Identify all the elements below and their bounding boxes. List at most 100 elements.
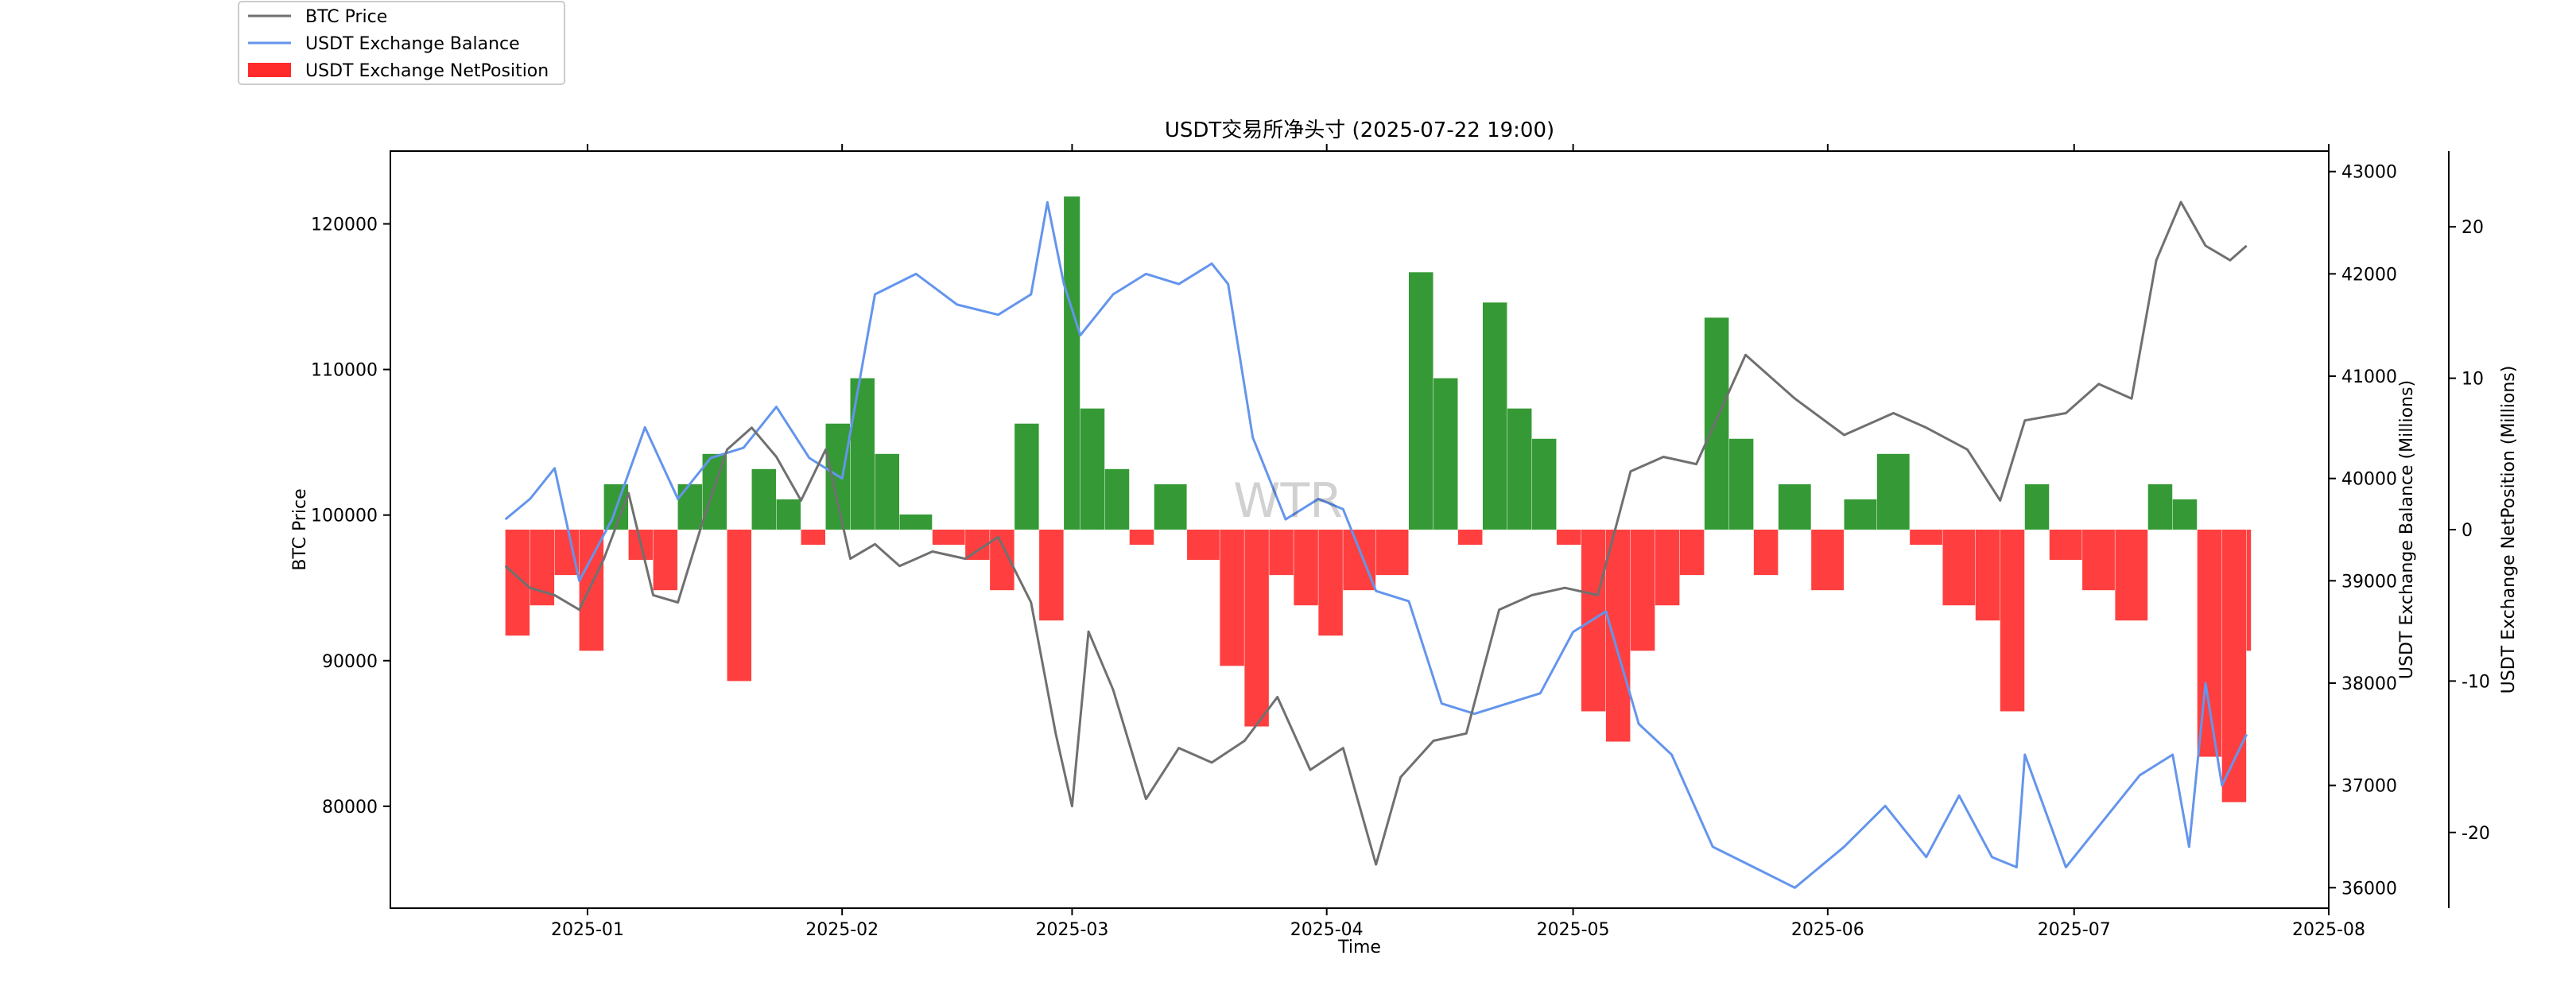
netposition-bar — [1728, 438, 1754, 530]
y-right1-tick-label: 37000 — [2341, 777, 2397, 797]
netposition-bar — [875, 453, 899, 530]
y-left-tick-label: 100000 — [311, 507, 378, 526]
y-right2-tick-label: -10 — [2462, 672, 2490, 692]
netposition-bar — [1154, 484, 1187, 530]
netposition-bar — [1014, 423, 1039, 530]
y-right1-tick-label: 39000 — [2341, 572, 2397, 592]
usdt-balance-line — [504, 200, 2248, 889]
x-tick-label: 2025-07 — [2038, 920, 2111, 940]
netposition-bar — [1343, 530, 1376, 591]
netposition-bar — [2082, 530, 2115, 591]
netposition-bar — [1942, 530, 1976, 606]
netposition-bar — [1457, 530, 1483, 546]
netposition-bar — [1704, 317, 1729, 530]
netposition-bar — [2000, 530, 2025, 712]
netposition-bar — [1605, 530, 1631, 742]
netposition-bar — [727, 530, 752, 682]
netposition-bar — [1975, 530, 2000, 621]
legend-entry-label: USDT Exchange NetPosition — [305, 61, 549, 81]
y-right1-tick-label: 36000 — [2341, 879, 2397, 899]
legend-box — [238, 1, 565, 85]
axes — [383, 144, 2456, 915]
netposition-bar — [1244, 530, 1269, 727]
x-tick-label: 2025-05 — [1537, 920, 1610, 940]
y-left-tick-label: 120000 — [311, 216, 378, 235]
netposition-bar — [1064, 196, 1080, 530]
netposition-bar — [1630, 530, 1655, 651]
watermark: WTR — [1233, 473, 1343, 529]
netposition-bar — [899, 514, 933, 530]
netposition-bar — [1375, 530, 1409, 576]
legend-entry-label: USDT Exchange Balance — [305, 34, 520, 54]
netposition-bar — [677, 484, 703, 530]
netposition-bar — [776, 499, 801, 530]
netposition-bar — [1080, 408, 1105, 530]
netposition-bar — [1408, 272, 1433, 530]
x-axis-label: Time — [1337, 938, 1381, 957]
x-tick-label: 2025-06 — [1791, 920, 1864, 940]
series-lines — [504, 200, 2248, 889]
netposition-bar — [1910, 530, 1942, 546]
legend-entry-label: BTC Price — [305, 7, 387, 27]
netposition-bar — [2147, 484, 2173, 530]
x-tick-label: 2025-03 — [1035, 920, 1108, 940]
netposition-bar — [1294, 530, 1318, 606]
netposition-bar — [1104, 468, 1130, 530]
netposition-bar — [2221, 530, 2247, 802]
netposition-bar — [1876, 453, 1910, 530]
y-right1-axis-label: USDT Exchange Balance (Millions) — [2397, 380, 2417, 679]
netposition-bar — [2115, 530, 2148, 621]
y-left-tick-label: 90000 — [322, 652, 378, 672]
y-left-axis-label: BTC Price — [290, 488, 310, 570]
netposition-bar — [850, 378, 875, 530]
netposition-bar — [1482, 302, 1507, 530]
netposition-bar — [1753, 530, 1779, 576]
netposition-bar — [751, 468, 777, 530]
y-right1-tick-label: 40000 — [2341, 470, 2397, 490]
netposition-bar — [1129, 530, 1154, 546]
x-tick-label: 2025-01 — [551, 920, 624, 940]
netposition-bar — [1187, 530, 1220, 561]
plot-frame — [390, 150, 2330, 909]
netposition-bar — [2024, 484, 2050, 530]
netposition-bar — [1318, 530, 1343, 636]
netposition-bar — [2049, 530, 2082, 561]
netposition-bar — [1811, 530, 1844, 591]
y-right1-tick-label: 43000 — [2341, 163, 2397, 183]
chart-title: USDT交易所净头寸 (2025-07-22 19:00) — [1165, 118, 1554, 142]
netposition-bars — [505, 196, 2252, 802]
x-tick-label: 2025-02 — [805, 920, 879, 940]
netposition-bar — [1556, 530, 1581, 546]
y-left-tick-label: 110000 — [311, 361, 378, 381]
y-left-tick-label: 80000 — [322, 798, 378, 818]
x-tick-label: 2025-04 — [1290, 920, 1364, 940]
legend-swatch-patch — [248, 63, 291, 77]
netposition-bar — [1844, 499, 1877, 530]
y-right1-tick-label: 38000 — [2341, 674, 2397, 694]
y-right2-tick-label: 0 — [2462, 521, 2473, 541]
y-right1-tick-label: 41000 — [2341, 367, 2397, 387]
y-right2-tick-label: 10 — [2462, 370, 2484, 390]
labels: 2025-01 2025-02 2025-03 2025-04 2025-05 2025-… — [238, 1, 2519, 957]
y-right2-axis-label: USDT Exchange NetPosition (Millions) — [2499, 366, 2519, 694]
netposition-bar — [932, 530, 965, 546]
netposition-bar — [1507, 408, 1532, 530]
netposition-bar — [2246, 530, 2252, 651]
legend: BTC Price USDT Exchange Balance USDT Excha… — [238, 1, 565, 85]
netposition-bar — [1655, 530, 1680, 606]
netposition-bar — [2172, 499, 2198, 530]
netposition-bar — [554, 530, 580, 576]
netposition-bar — [1433, 378, 1458, 530]
netposition-bar — [505, 530, 530, 636]
x-tick-label: 2025-08 — [2292, 920, 2365, 940]
y-right2-tick-label: 20 — [2462, 218, 2484, 238]
netposition-bar — [579, 530, 604, 651]
y-right1-tick-label: 42000 — [2341, 265, 2397, 285]
netposition-bar — [653, 530, 678, 591]
netposition-bar — [801, 530, 826, 546]
netposition-bar — [1531, 438, 1557, 530]
netposition-bar — [1679, 530, 1705, 576]
netposition-bar — [1269, 530, 1294, 576]
netposition-bar — [1039, 530, 1064, 621]
